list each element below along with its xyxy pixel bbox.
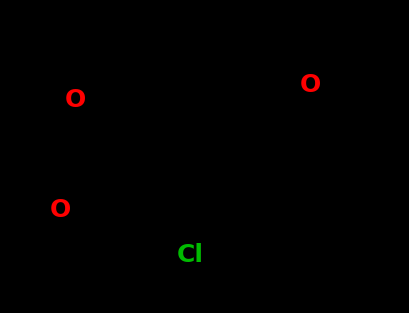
- Text: O: O: [64, 88, 85, 112]
- Text: O: O: [299, 73, 321, 97]
- Text: Cl: Cl: [177, 243, 204, 267]
- Text: O: O: [49, 198, 71, 222]
